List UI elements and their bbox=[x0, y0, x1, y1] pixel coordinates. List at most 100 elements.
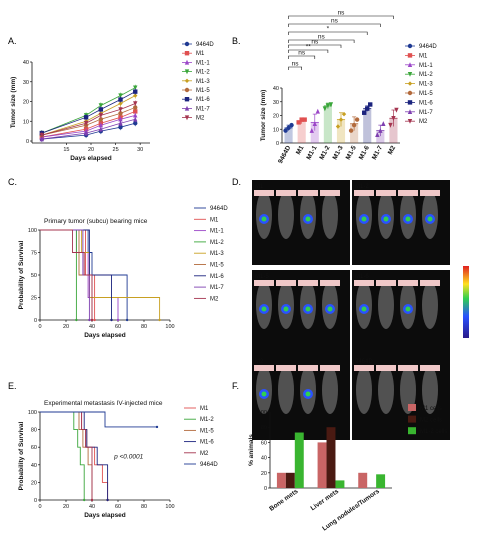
a-y-axis-title: Tumor size (mm) bbox=[10, 77, 17, 129]
e-xtick-label: 60 bbox=[115, 504, 121, 510]
c-censor-mark bbox=[75, 318, 78, 322]
b-category-label: M1 bbox=[295, 144, 306, 156]
d-tag-label bbox=[298, 365, 318, 371]
a-legend-label: M1-1 bbox=[196, 60, 210, 66]
c-ytick-label: 0 bbox=[34, 318, 37, 324]
e-legend-label: M1 bbox=[200, 406, 209, 412]
d-bioluminescence-core bbox=[361, 306, 367, 312]
e-x-axis-title: Days elapsed bbox=[84, 512, 126, 519]
a-legend-label: M1-3 bbox=[196, 79, 210, 85]
e-ytick-label: 0 bbox=[34, 498, 37, 504]
a-legend-marker bbox=[184, 59, 190, 65]
d-tag-label bbox=[298, 190, 318, 196]
a-data-point bbox=[118, 101, 123, 106]
b-data-point bbox=[365, 106, 370, 111]
b-data-point bbox=[348, 128, 354, 133]
b-ytick-label: 10 bbox=[273, 127, 279, 133]
e-xtick-label: 40 bbox=[89, 504, 95, 510]
f-bar bbox=[276, 472, 286, 488]
b-legend-marker bbox=[407, 119, 413, 124]
e-censor-mark bbox=[155, 425, 159, 429]
d-bioluminescence-core bbox=[427, 216, 433, 222]
c-legend-label: M2 bbox=[210, 296, 219, 302]
d-tile-label: M2 bbox=[255, 359, 264, 365]
b-legend-marker bbox=[407, 100, 413, 105]
a-legend-label: M1-7 bbox=[196, 106, 210, 112]
chart-a-tumor-growth: 0 10 20 30 40 15 20 25 30 Days elapsed Tumor size … bbox=[10, 41, 214, 162]
a-ytick-label: 40 bbox=[23, 60, 29, 66]
a-legend-label: M2 bbox=[196, 116, 205, 122]
e-legend-label: M2 bbox=[200, 451, 209, 457]
d-tag-label bbox=[376, 280, 396, 286]
b-data-point bbox=[309, 128, 314, 133]
e-xtick-label: 0 bbox=[38, 504, 41, 510]
b-data-point bbox=[388, 122, 393, 128]
c-x-axis-title: Days elapsed bbox=[84, 332, 126, 339]
b-significance-bracket bbox=[288, 23, 381, 27]
d-bioluminescence-core bbox=[361, 216, 367, 222]
b-data-point bbox=[335, 124, 341, 129]
c-censor-mark bbox=[93, 318, 96, 322]
a-data-point bbox=[133, 116, 138, 122]
f-legend-swatch bbox=[408, 404, 416, 411]
b-bar bbox=[363, 108, 372, 143]
c-ytick-label: 25 bbox=[31, 296, 37, 302]
e-legend-label: M1-6 bbox=[200, 440, 214, 446]
e-y-axis-title: Probability of Survival bbox=[18, 421, 25, 490]
b-legend-marker bbox=[407, 72, 413, 77]
a-data-point bbox=[98, 103, 104, 109]
a-data-point bbox=[98, 122, 104, 128]
f-bar bbox=[376, 474, 386, 488]
b-category-label: M1-3 bbox=[332, 144, 345, 161]
e-censor-mark bbox=[90, 498, 94, 502]
c-legend-label: M1-5 bbox=[210, 263, 224, 269]
b-bar bbox=[336, 119, 346, 143]
b-bar bbox=[297, 121, 306, 143]
d-tag-label bbox=[398, 365, 418, 371]
d-mouse-silhouette bbox=[356, 366, 372, 414]
panel-label-e: E. bbox=[8, 381, 17, 391]
c-survival-curve bbox=[40, 229, 93, 320]
b-data-point bbox=[289, 122, 294, 128]
d-tag-label bbox=[398, 280, 418, 286]
a-data-point bbox=[98, 126, 104, 132]
a-data-point bbox=[83, 115, 89, 120]
c-censor-mark bbox=[158, 318, 161, 322]
b-legend-label: 9464D bbox=[419, 44, 437, 50]
c-survival-curve bbox=[40, 229, 77, 320]
c-xtick-label: 0 bbox=[38, 324, 41, 330]
a-data-point bbox=[118, 120, 123, 126]
chart-c-survival-subcu: 0 25 50 75 100 0 20 40 60 80 100 Days elapsed Probab… bbox=[18, 206, 228, 339]
a-ytick-label: 0 bbox=[26, 139, 29, 145]
a-ytick-label: 20 bbox=[23, 100, 29, 106]
a-data-point bbox=[133, 121, 138, 126]
b-data-point bbox=[341, 111, 347, 117]
b-significance-bracket bbox=[288, 44, 342, 48]
e-ytick-label: 80 bbox=[31, 428, 37, 434]
c-survival-curve bbox=[40, 229, 112, 320]
d-bioluminescence-core bbox=[405, 306, 411, 312]
e-survival-curve bbox=[40, 411, 93, 500]
c-legend-label: 9464D bbox=[210, 206, 228, 212]
a-legend-marker bbox=[184, 69, 190, 75]
c-ytick-label: 100 bbox=[28, 228, 37, 234]
f-ytick-label: 80 bbox=[261, 425, 267, 431]
f-ytick-label: 60 bbox=[261, 440, 267, 446]
b-data-point bbox=[299, 117, 304, 122]
b-data-point bbox=[362, 110, 367, 115]
a-legend-marker bbox=[184, 97, 190, 102]
e-censor-mark bbox=[106, 498, 109, 502]
b-data-point bbox=[351, 122, 357, 128]
f-bar bbox=[285, 472, 295, 488]
d-tag-label bbox=[376, 190, 396, 196]
b-legend-marker bbox=[407, 90, 413, 96]
b-significance-bracket bbox=[288, 55, 316, 59]
c-legend-label: M1-6 bbox=[210, 274, 224, 280]
d-tag-label bbox=[320, 280, 340, 286]
a-ytick-label: 10 bbox=[23, 119, 29, 125]
a-x-axis-title: Days elapsed bbox=[70, 155, 112, 162]
f-ytick-label: 0 bbox=[264, 486, 267, 492]
panel-label-b: B. bbox=[232, 36, 241, 46]
e-xtick-label: 20 bbox=[63, 504, 69, 510]
